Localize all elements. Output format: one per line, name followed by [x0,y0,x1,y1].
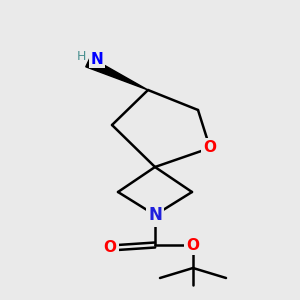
Text: N: N [148,206,162,224]
Text: O: O [187,238,200,253]
Text: O: O [203,140,217,155]
Polygon shape [86,57,148,90]
Text: H: H [76,50,86,62]
Text: O: O [103,241,116,256]
Text: N: N [91,52,104,67]
